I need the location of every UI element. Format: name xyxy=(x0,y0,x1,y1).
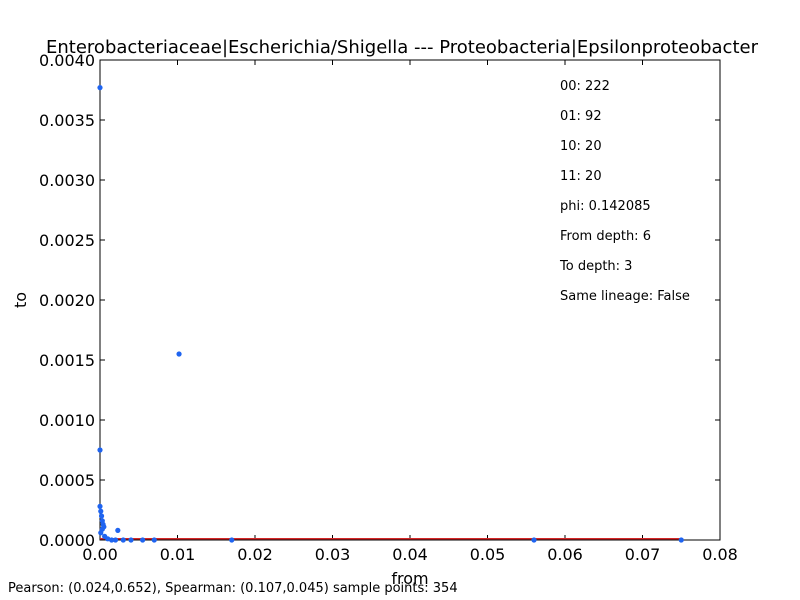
x-axis: 0.00 0.01 0.02 0.03 0.04 0.05 0.06 0.07 0.08 xyxy=(82,60,738,564)
data-points xyxy=(97,85,684,543)
x-tick-label: 0.07 xyxy=(625,545,661,564)
data-point xyxy=(112,537,119,543)
annotation-line: phi: 0.142085 xyxy=(560,199,651,214)
data-point xyxy=(98,530,104,536)
annotation-line: 11: 20 xyxy=(560,169,602,184)
x-tick-label: 0.05 xyxy=(470,545,506,564)
data-point xyxy=(109,537,115,543)
y-tick-label: 0.0015 xyxy=(39,351,95,370)
correlation-footer: Pearson: (0.024,0.652), Spearman: (0.107… xyxy=(8,581,458,596)
x-tick-label: 0.06 xyxy=(547,545,583,564)
stats-annotations: 00: 222 01: 92 10: 20 11: 20 phi: 0.142085 Fr… xyxy=(559,79,690,304)
y-tick-label: 0.0025 xyxy=(39,231,95,250)
data-point xyxy=(128,537,134,543)
y-tick-label: 0.0035 xyxy=(39,111,95,130)
x-axis-title: from xyxy=(391,569,428,588)
annotation-line: 10: 20 xyxy=(560,139,602,154)
y-tick-label: 0.0040 xyxy=(39,51,95,70)
annotation-line: To depth: 3 xyxy=(559,259,632,274)
x-tick-label: 0.00 xyxy=(82,545,118,564)
data-point xyxy=(531,537,537,543)
data-point xyxy=(97,85,103,91)
x-tick-label: 0.08 xyxy=(702,545,738,564)
data-point xyxy=(229,537,235,543)
x-tick-label: 0.02 xyxy=(237,545,273,564)
y-axis: 0.0000 0.0005 0.0010 0.0015 0.0020 0.0025 0.00… xyxy=(39,51,720,550)
annotation-line: Same lineage: False xyxy=(560,289,690,304)
data-point xyxy=(115,527,121,534)
data-point xyxy=(98,513,105,519)
y-axis-title: to xyxy=(11,292,30,308)
data-point xyxy=(678,537,684,543)
chart-title: Enterobacteriaceae|Escherichia/Shigella … xyxy=(46,37,759,58)
y-tick-label: 0.0005 xyxy=(39,471,95,490)
x-tick-label: 0.04 xyxy=(392,545,428,564)
data-point xyxy=(176,351,182,357)
x-tick-label: 0.03 xyxy=(315,545,351,564)
y-tick-label: 0.0020 xyxy=(39,291,95,310)
y-tick-label: 0.0010 xyxy=(39,411,95,430)
data-point xyxy=(97,503,103,509)
y-tick-label: 0.0000 xyxy=(39,531,95,550)
x-tick-label: 0.01 xyxy=(160,545,196,564)
y-tick-label: 0.0030 xyxy=(39,171,95,190)
annotation-line: 00: 222 xyxy=(560,79,610,94)
data-point xyxy=(120,537,126,543)
data-point xyxy=(151,537,157,543)
data-point xyxy=(98,508,104,514)
data-point xyxy=(140,537,146,543)
data-point xyxy=(97,447,103,453)
annotation-line: From depth: 6 xyxy=(560,229,651,244)
annotation-line: 01: 92 xyxy=(560,109,602,124)
